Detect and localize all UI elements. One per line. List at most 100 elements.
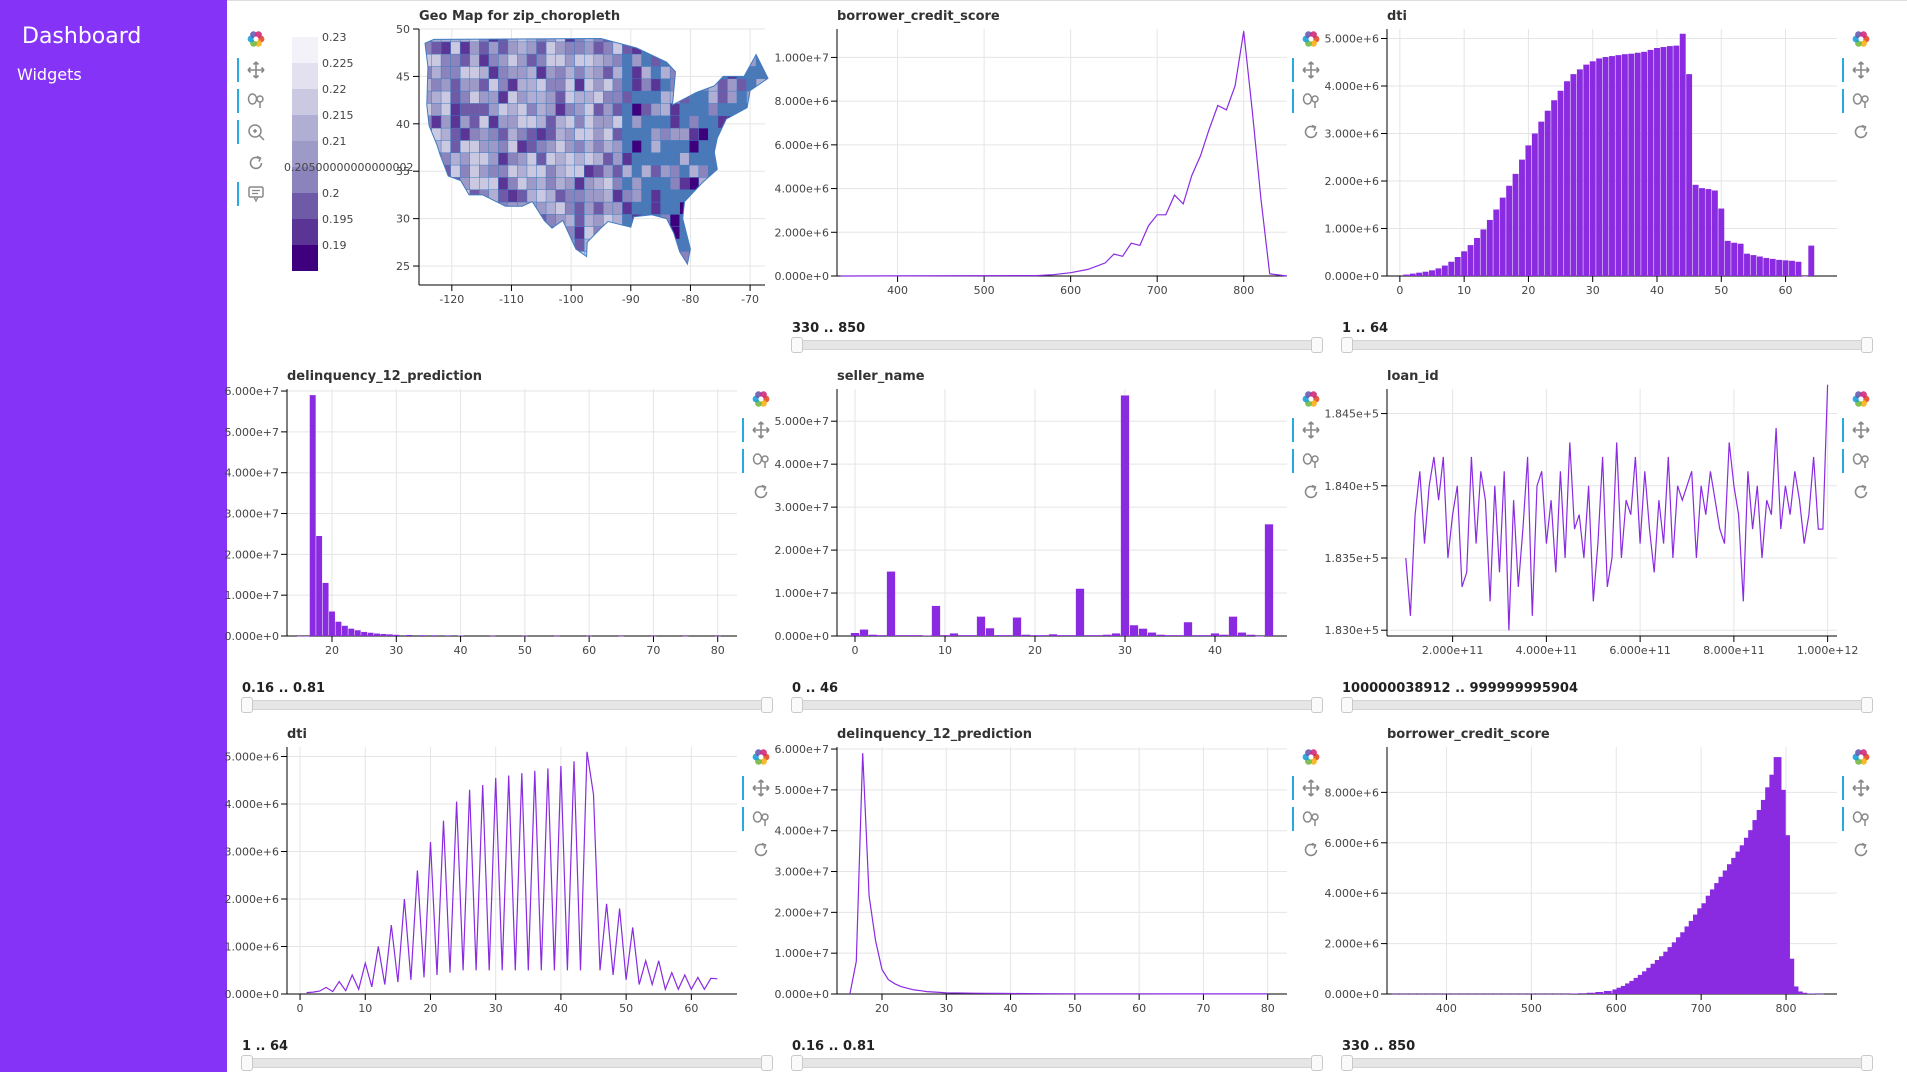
bar: [1705, 895, 1714, 994]
range-slider[interactable]: [791, 697, 1323, 713]
reset-icon[interactable]: [1847, 836, 1875, 864]
map-region: [631, 262, 643, 265]
range-slider-end-handle[interactable]: [761, 697, 773, 713]
pan-icon[interactable]: [1842, 774, 1875, 802]
map-region: [612, 78, 624, 92]
bokeh-logo-icon[interactable]: [1297, 743, 1325, 771]
range-slider-start-handle[interactable]: [1341, 697, 1353, 713]
wheel-zoom-icon[interactable]: [1292, 447, 1325, 475]
wheel-zoom-icon[interactable]: [1292, 87, 1325, 115]
wheel-zoom-icon[interactable]: [237, 87, 270, 115]
bar: [1692, 184, 1699, 276]
bar: [1480, 229, 1487, 276]
map-region: [593, 90, 605, 104]
range-slider[interactable]: [1341, 337, 1873, 353]
dashboard-title[interactable]: Dashboard: [22, 24, 142, 49]
pan-icon[interactable]: [1842, 416, 1875, 444]
wheel-zoom-icon[interactable]: [1292, 805, 1325, 833]
range-slider-end-handle[interactable]: [1861, 1055, 1873, 1071]
bokeh-logo-icon[interactable]: [1847, 385, 1875, 413]
wheel-zoom-icon[interactable]: [1842, 805, 1875, 833]
wheel-zoom-icon[interactable]: [1842, 447, 1875, 475]
bokeh-logo-icon[interactable]: [1297, 385, 1325, 413]
map-region: [469, 188, 481, 203]
map-region: [479, 102, 490, 117]
map-region: [708, 238, 719, 252]
map-region: [440, 78, 452, 92]
pan-icon[interactable]: [237, 56, 270, 84]
map-region: [431, 225, 442, 240]
pan-icon[interactable]: [1292, 416, 1325, 444]
box-select-icon[interactable]: [237, 118, 270, 146]
range-slider[interactable]: [1341, 697, 1873, 713]
bar: [1660, 47, 1667, 276]
pan-icon[interactable]: [1292, 774, 1325, 802]
hover-icon[interactable]: [237, 180, 270, 208]
reset-icon[interactable]: [242, 149, 270, 177]
map-region: [488, 41, 500, 55]
range-slider[interactable]: [791, 337, 1323, 353]
reset-icon[interactable]: [747, 478, 775, 506]
wheel-zoom-icon[interactable]: [742, 447, 775, 475]
bar: [714, 635, 721, 637]
bokeh-logo-icon[interactable]: [1847, 743, 1875, 771]
map-region: [736, 188, 748, 203]
map-region: [755, 176, 767, 190]
range-slider-end-handle[interactable]: [1861, 697, 1873, 713]
pan-icon[interactable]: [742, 774, 775, 802]
bar: [1679, 33, 1686, 276]
range-slider[interactable]: [241, 1055, 773, 1071]
range-slider-end-handle[interactable]: [1861, 337, 1873, 353]
map-region: [669, 176, 681, 190]
range-slider-start-handle[interactable]: [1341, 1055, 1353, 1071]
bar: [1697, 908, 1706, 994]
bokeh-logo-icon[interactable]: [747, 385, 775, 413]
colorbar-swatch: [292, 63, 318, 89]
wheel-zoom-icon[interactable]: [1842, 87, 1875, 115]
range-slider-start-handle[interactable]: [241, 697, 253, 713]
bokeh-logo-icon[interactable]: [747, 743, 775, 771]
bokeh-logo-icon[interactable]: [1847, 25, 1875, 53]
range-slider[interactable]: [1341, 1055, 1873, 1071]
range-slider-start-handle[interactable]: [1341, 337, 1353, 353]
reset-icon[interactable]: [1847, 478, 1875, 506]
map-region: [765, 262, 768, 265]
range-slider-end-handle[interactable]: [1311, 1055, 1323, 1071]
pan-icon[interactable]: [1292, 56, 1325, 84]
reset-icon[interactable]: [1297, 836, 1325, 864]
map-region: [622, 102, 633, 117]
range-slider-end-handle[interactable]: [761, 1055, 773, 1071]
bokeh-logo-icon[interactable]: [1297, 25, 1325, 53]
bar: [1688, 920, 1697, 994]
range-slider-end-handle[interactable]: [1311, 697, 1323, 713]
pan-icon[interactable]: [742, 416, 775, 444]
bar: [1429, 270, 1435, 276]
wheel-zoom-icon[interactable]: [742, 805, 775, 833]
range-slider-end-handle[interactable]: [1311, 337, 1323, 353]
range-slider-start-handle[interactable]: [791, 697, 803, 713]
reset-icon[interactable]: [1847, 118, 1875, 146]
range-slider-start-handle[interactable]: [241, 1055, 253, 1071]
map-region: [583, 213, 595, 227]
map-region: [507, 115, 519, 129]
sidebar-item-widgets[interactable]: Widgets: [17, 65, 82, 84]
range-slider-start-handle[interactable]: [791, 1055, 803, 1071]
reset-icon[interactable]: [747, 836, 775, 864]
bar: [1686, 74, 1693, 276]
map-region: [459, 139, 471, 154]
range-slider[interactable]: [791, 1055, 1323, 1071]
map-region: [526, 238, 538, 252]
bar: [1093, 635, 1103, 636]
y-tick-label: 25: [396, 260, 410, 273]
bar: [1476, 993, 1485, 995]
range-slider-start-handle[interactable]: [791, 337, 803, 353]
y-tick-label: 2.000e+7: [225, 548, 279, 561]
range-slider[interactable]: [241, 697, 773, 713]
bar: [1667, 947, 1676, 994]
pan-icon[interactable]: [1842, 56, 1875, 84]
x-tick-label: 70: [646, 644, 660, 657]
bokeh-logo-icon[interactable]: [242, 25, 270, 53]
reset-icon[interactable]: [1297, 478, 1325, 506]
reset-icon[interactable]: [1297, 118, 1325, 146]
map-region: [679, 102, 690, 117]
